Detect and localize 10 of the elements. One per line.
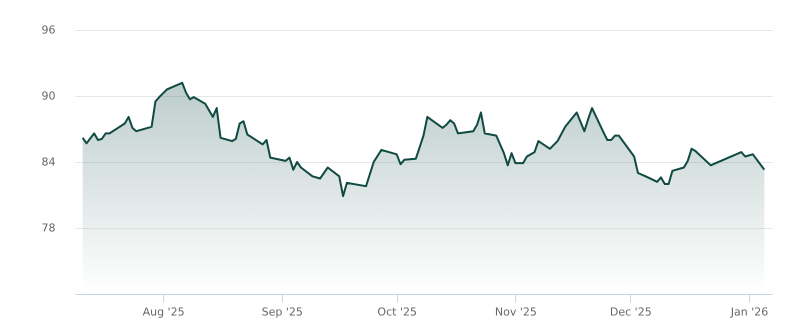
x-tick-label: Nov '25	[494, 306, 537, 318]
y-tick-label: 90	[42, 90, 56, 102]
x-tick-label: Oct '25	[377, 306, 417, 318]
x-tick-label: Aug '25	[142, 306, 185, 318]
y-tick-label: 96	[42, 24, 56, 36]
x-tick-label: Jan '26	[730, 306, 768, 318]
y-tick-label: 84	[42, 156, 56, 168]
y-tick-label: 78	[42, 222, 56, 234]
x-tick-label: Sep '25	[262, 306, 303, 318]
x-tick-label: Dec '25	[610, 306, 652, 318]
